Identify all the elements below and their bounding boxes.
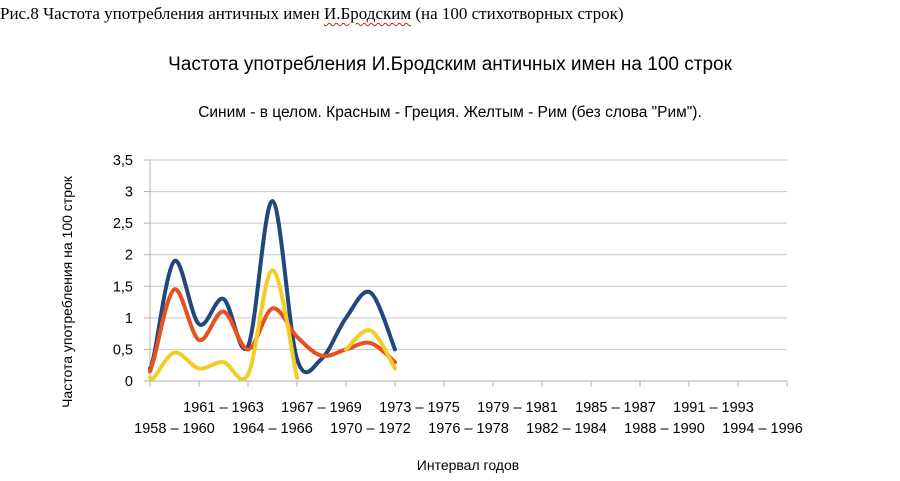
axes [144,159,788,387]
y-tick-label: 3 [125,185,133,201]
y-tick-label: 1,5 [113,279,133,295]
y-tick-label: 0 [125,374,133,390]
x-tick-label: 1958 – 1960 [134,421,215,437]
x-tick-label: 1973 – 1975 [379,400,460,416]
y-tick-label: 3,5 [113,153,133,169]
series-line-rome [344,328,397,371]
x-tick-label: 1967 – 1969 [281,400,362,416]
x-tick-label: 1985 – 1987 [575,400,656,416]
x-tick-label: 1991 – 1993 [673,400,754,416]
caption-text-underlined: И.Бродским [323,4,412,23]
x-tick-label: 1976 – 1978 [428,421,509,437]
x-tick-label: 1988 – 1990 [624,421,705,437]
gridlines [150,159,787,350]
x-tick-labels: 1961 – 1963 1967 – 1969 1973 – 1975 1979 – … [134,400,803,437]
y-tick-label: 1 [125,311,133,327]
series-line-rome [148,268,299,382]
x-tick-label: 1970 – 1972 [330,421,411,437]
y-tick-label: 2 [125,248,133,264]
figure-caption: Рис.8 Частота употребления античных имен… [0,4,624,24]
x-tick-label: 1994 – 1996 [722,421,803,437]
x-tick-label: 1961 – 1963 [183,400,264,416]
caption-text-after: (на 100 стихотворных строк) [411,4,624,23]
series-lines [148,198,397,382]
x-tick-label: 1979 – 1981 [477,400,558,416]
y-axis-title: Частота употребления на 100 строк [59,175,75,408]
y-tick-label: 0,5 [113,342,133,358]
x-axis-title: Интервал годов [417,457,519,473]
chart-subtitle: Синим - в целом. Красным - Греция. Желты… [198,104,702,121]
x-tick-label: 1964 – 1966 [232,421,313,437]
series-line-overall [148,198,397,375]
chart-title: Частота употребления И.Бродским античных… [168,54,732,75]
y-tick-labels: 0 0,5 1 1,5 2 2,5 3 3,5 [113,153,133,390]
x-tick-label: 1982 – 1984 [526,421,607,437]
caption-text-before: Рис.8 Частота употребления античных имен [0,4,324,23]
y-tick-label: 2,5 [113,216,133,232]
